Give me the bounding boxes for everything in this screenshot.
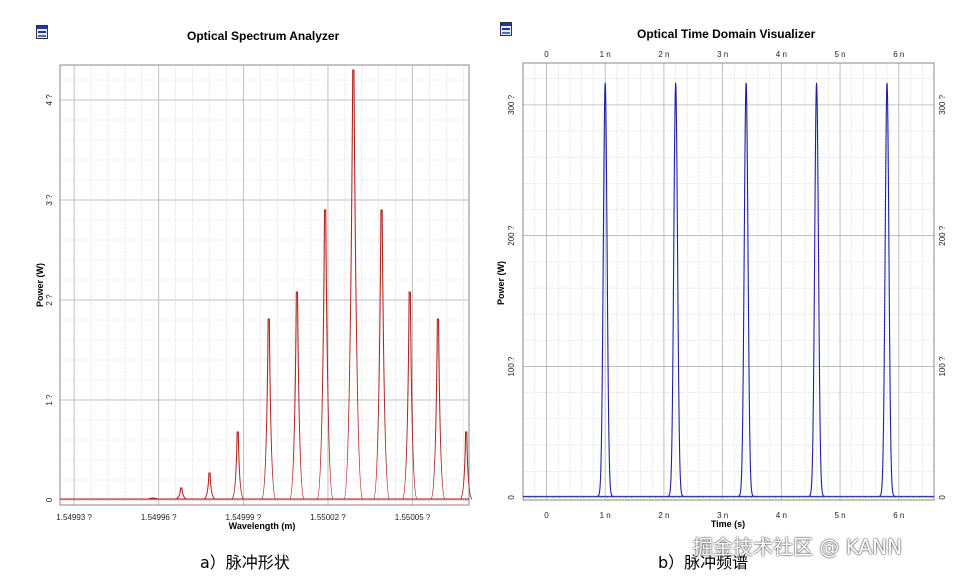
y-tick-label: 2 ?	[45, 294, 54, 306]
spectral-peak	[430, 318, 446, 500]
plot-frame	[522, 62, 935, 501]
y-tick-label-right: 200 ?	[938, 225, 947, 246]
spectral-peak	[373, 209, 391, 500]
x-tick-label-top: 2 n	[658, 50, 669, 59]
x-axis-ticks: 0 0 1 n 1 n 2 n 2 n 3 n 3 n 4 n 4 n 5 n 5 n 6 n 6 n	[544, 50, 904, 520]
caption-b: b）脉冲频谱	[658, 553, 749, 572]
y-tick-label-left: 300 ?	[507, 94, 516, 115]
x-tick-label-bottom: 2 n	[658, 511, 669, 520]
y-tick-label-left: 200 ?	[507, 225, 516, 246]
x-tick-label-top: 4 n	[776, 50, 787, 59]
y-tick-label-right: 100 ?	[938, 356, 947, 377]
x-tick-label-bottom: 3 n	[717, 511, 728, 520]
spectral-peak	[343, 69, 364, 500]
y-tick-label-right: 0	[938, 495, 947, 500]
x-tick-label-bottom: 4 n	[776, 511, 787, 520]
x-tick-label: 1.54993 ?	[56, 513, 92, 522]
spectral-peak	[231, 431, 245, 500]
spectral-peak	[402, 291, 418, 500]
pulse	[878, 82, 896, 497]
x-tick-label-top: 0	[544, 50, 549, 59]
grid	[522, 63, 935, 500]
y-axis-label: Power (W)	[496, 261, 506, 305]
caption-a: a）脉冲形状	[200, 553, 290, 572]
pulse-series	[523, 82, 934, 498]
x-tick-label-bottom: 1 n	[600, 511, 611, 520]
spectral-peak	[289, 291, 305, 500]
window-icon	[36, 25, 48, 39]
spectral-peak	[261, 318, 277, 500]
chart-title: Optical Spectrum Analyzer	[187, 29, 340, 43]
y-tick-label: 4 ?	[45, 94, 54, 106]
x-tick-label-bottom: 6 n	[893, 511, 904, 520]
y-axis-ticks: 0 1 ? 2 ? 3 ? 4 ?	[45, 94, 54, 502]
x-tick-label: 1.54996 ?	[141, 513, 177, 522]
x-tick-label: 1.55005 ?	[395, 513, 431, 522]
x-axis-ticks: 1.54993 ? 1.54996 ? 1.54999 ? 1.55002 ? 1.55…	[56, 513, 431, 522]
spectrum-chart: 1.54993 ? 1.54996 ? 1.54999 ? 1.55002 ? 1.55…	[35, 64, 473, 531]
spectrum-series	[60, 69, 473, 500]
spectral-peak	[459, 431, 473, 500]
x-axis-label: Wavelength (m)	[229, 521, 296, 531]
pulse	[667, 82, 684, 497]
x-tick-label: 1.55002 ?	[310, 513, 346, 522]
y-tick-label-right: 300 ?	[938, 94, 947, 115]
x-tick-label-top: 1 n	[600, 50, 611, 59]
x-tick-label-bottom: 5 n	[834, 511, 845, 520]
spectrum-analyzer-panel: Optical Spectrum Analyzer 1.54993 ? 1.549…	[0, 0, 480, 576]
y-axis-ticks: 0 0 100 ? 100 ? 200 ? 200 ? 300 ? 300 ?	[507, 94, 947, 499]
x-tick-label-top: 6 n	[893, 50, 904, 59]
y-axis-label: Power (W)	[35, 263, 45, 307]
pulse	[737, 82, 755, 497]
y-tick-label: 0	[45, 497, 54, 502]
plot-frame	[59, 64, 470, 506]
spectral-peak	[147, 497, 159, 500]
y-tick-label-left: 100 ?	[507, 356, 516, 377]
x-tick-label-bottom: 0	[544, 511, 549, 520]
window-icon	[500, 22, 512, 36]
x-axis-label: Time (s)	[711, 519, 745, 529]
y-tick-label-left: 0	[507, 495, 516, 500]
spectral-peak	[175, 487, 187, 500]
watermark: 掘金技术社区 @ KANN	[693, 535, 903, 559]
pulse	[808, 82, 825, 497]
spectral-peak	[316, 209, 334, 500]
x-tick-label-top: 3 n	[717, 50, 728, 59]
chart-title: Optical Time Domain Visualizer	[637, 27, 816, 41]
grid	[60, 65, 469, 505]
y-tick-label: 3 ?	[45, 194, 54, 206]
x-tick-label-top: 5 n	[834, 50, 845, 59]
x-tick-label: 1.54999 ?	[226, 513, 262, 522]
y-tick-label: 1 ?	[45, 394, 54, 406]
spectral-peak	[203, 472, 216, 500]
time-domain-panel: Optical Time Domain Visualizer 0 0 1 n 1 n 2…	[490, 0, 967, 576]
pulse	[596, 82, 614, 497]
time-domain-chart: 0 0 1 n 1 n 2 n 2 n 3 n 3 n 4 n 4 n 5 n 5 n 6 n 6 n 0…	[496, 50, 947, 529]
